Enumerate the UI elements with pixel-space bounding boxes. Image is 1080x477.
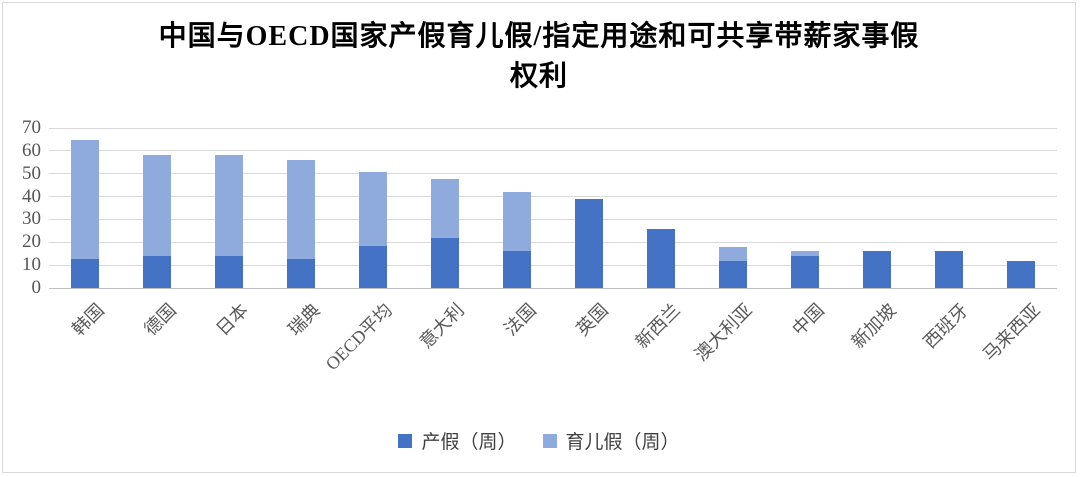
x-tick-label-新加坡: 新加坡 xyxy=(847,299,900,353)
y-axis: 0 10 20 30 40 50 60 70 xyxy=(3,117,41,298)
bar-segment-maternity-日本 xyxy=(215,256,243,288)
chart-title-line2: 权利 xyxy=(509,61,568,92)
x-tick-label-新西兰: 新西兰 xyxy=(631,299,684,353)
x-axis-line xyxy=(49,287,1057,289)
bar-segment-parental-意大利 xyxy=(431,178,459,239)
bar-segment-parental-德国 xyxy=(143,155,171,256)
legend-swatch-icon xyxy=(542,433,557,448)
bar-澳大利亚 xyxy=(719,246,747,288)
bar-中国 xyxy=(791,251,819,288)
bar-OECD平均 xyxy=(359,171,387,288)
bar-瑞典 xyxy=(287,160,315,288)
gridline-30 xyxy=(49,218,1057,220)
x-tick-label-西班牙: 西班牙 xyxy=(919,299,972,353)
x-axis: 韩国 德国 日本 瑞典 OECD平均 意大利 法国 英国 新西兰 澳大利亚 中国 新加坡 西班牙 马来西亚 xyxy=(49,297,1057,407)
chart-title-line1: 中国与OECD国家产假育儿假/指定用途和可共享带薪家事假 xyxy=(158,21,920,52)
bar-英国 xyxy=(575,198,603,288)
bar-西班牙 xyxy=(935,251,963,288)
legend-label: 产假（周） xyxy=(421,432,517,453)
bar-segment-maternity-新加坡 xyxy=(863,251,891,288)
bar-segment-parental-日本 xyxy=(215,155,243,256)
gridline-40 xyxy=(49,196,1057,198)
x-tick-label-OECD平均: OECD平均 xyxy=(321,299,396,375)
y-tick-label-60: 60 xyxy=(22,139,41,161)
bar-segment-parental-OECD平均 xyxy=(359,171,387,246)
bar-新西兰 xyxy=(647,228,675,288)
bar-segment-maternity-意大利 xyxy=(431,238,459,288)
bar-segment-maternity-中国 xyxy=(791,256,819,288)
bar-segment-maternity-OECD平均 xyxy=(359,245,387,288)
y-tick-label-30: 30 xyxy=(22,208,41,230)
bar-德国 xyxy=(143,155,171,288)
bar-segment-parental-法国 xyxy=(503,192,531,252)
x-tick-label-法国: 法国 xyxy=(500,299,540,340)
x-tick-label-日本: 日本 xyxy=(212,299,252,340)
bar-segment-maternity-德国 xyxy=(143,256,171,288)
y-tick-label-0: 0 xyxy=(31,277,42,298)
bar-segment-maternity-澳大利亚 xyxy=(719,260,747,288)
legend-swatch-icon xyxy=(398,433,413,448)
bar-日本 xyxy=(215,155,243,288)
x-tick-label-韩国: 韩国 xyxy=(68,299,108,340)
bar-segment-maternity-法国 xyxy=(503,251,531,288)
legend-item-parental: 育儿假（周） xyxy=(542,427,680,454)
bar-segment-maternity-新西兰 xyxy=(647,228,675,288)
bar-马来西亚 xyxy=(1007,260,1035,288)
x-tick-label-意大利: 意大利 xyxy=(415,299,468,353)
bar-法国 xyxy=(503,192,531,288)
bar-segment-parental-澳大利亚 xyxy=(719,246,747,261)
y-tick-label-20: 20 xyxy=(22,231,41,253)
chart-title: 中国与OECD国家产假育儿假/指定用途和可共享带薪家事假 权利 xyxy=(3,17,1075,97)
legend-item-maternity: 产假（周） xyxy=(398,427,517,454)
y-tick-label-50: 50 xyxy=(22,162,41,184)
gridline-60 xyxy=(49,150,1057,152)
bar-segment-maternity-马来西亚 xyxy=(1007,260,1035,288)
bar-segment-maternity-西班牙 xyxy=(935,251,963,288)
plot-area xyxy=(49,127,1057,289)
bar-韩国 xyxy=(71,139,99,288)
bar-segment-maternity-瑞典 xyxy=(287,258,315,288)
x-tick-label-马来西亚: 马来西亚 xyxy=(978,299,1044,365)
gridline-50 xyxy=(49,173,1057,175)
x-tick-label-中国: 中国 xyxy=(788,299,828,340)
bar-segment-maternity-韩国 xyxy=(71,258,99,288)
bar-segment-maternity-英国 xyxy=(575,198,603,288)
gridline-10 xyxy=(49,264,1057,266)
gridline-70 xyxy=(49,127,1057,129)
bar-新加坡 xyxy=(863,251,891,288)
bar-segment-parental-韩国 xyxy=(71,139,99,259)
x-tick-label-澳大利亚: 澳大利亚 xyxy=(690,299,756,365)
bar-segment-parental-瑞典 xyxy=(287,160,315,259)
bar-意大利 xyxy=(431,178,459,288)
legend-label: 育儿假（周） xyxy=(565,432,680,453)
x-tick-label-德国: 德国 xyxy=(140,299,180,340)
y-tick-label-10: 10 xyxy=(22,254,41,276)
x-tick-label-英国: 英国 xyxy=(572,299,612,340)
gridline-20 xyxy=(49,241,1057,243)
x-tick-label-瑞典: 瑞典 xyxy=(284,299,324,340)
bar-segment-parental-中国 xyxy=(791,251,819,256)
y-tick-label-70: 70 xyxy=(22,117,41,138)
chart-legend: 产假（周） 育儿假（周） xyxy=(3,427,1075,454)
y-tick-label-40: 40 xyxy=(22,185,41,207)
